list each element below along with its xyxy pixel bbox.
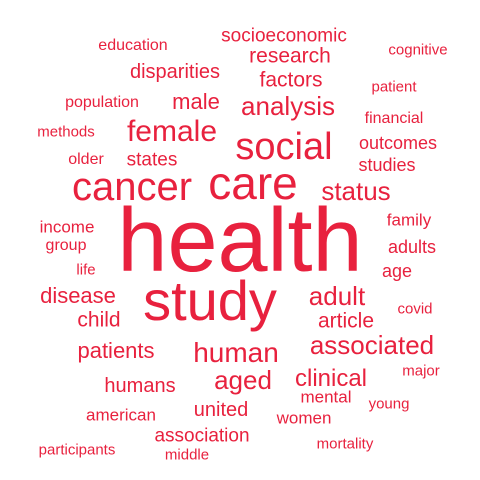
word-income: income (39, 217, 95, 237)
word-patients: patients (77, 338, 155, 363)
word-factors: factors (259, 68, 323, 92)
word-patient: patient (371, 78, 417, 96)
word-studies: studies (358, 155, 416, 175)
word-social: social (235, 126, 333, 168)
word-care: care (208, 157, 298, 209)
word-clinical: clinical (294, 365, 368, 392)
word-group: group (45, 237, 87, 254)
word-states: states (126, 149, 178, 171)
word-population: population (65, 94, 139, 111)
word-women: women (276, 408, 332, 428)
word-male: male (172, 89, 220, 114)
word-analysis: analysis (241, 91, 335, 121)
word-mortality: mortality (316, 435, 374, 453)
word-humans: humans (104, 375, 176, 397)
word-family: family (386, 210, 432, 230)
word-participants: participants (38, 441, 116, 459)
word-older: older (68, 151, 104, 168)
word-united: united (193, 399, 249, 421)
word-adult: adult (308, 281, 366, 311)
word-cancer: cancer (71, 165, 193, 209)
word-middle: middle (164, 446, 210, 464)
word-aged: aged (214, 365, 272, 395)
word-life: life (76, 261, 96, 279)
word-cognitive: cognitive (388, 41, 448, 59)
word-association: association (154, 425, 250, 447)
word-american: american (86, 405, 156, 425)
word-study: study (143, 269, 277, 332)
word-methods: methods (37, 123, 95, 141)
word-health: health (117, 191, 363, 291)
word-disparities: disparities (129, 61, 221, 83)
word-article: article (317, 309, 375, 333)
word-research: research (249, 44, 331, 68)
word-status: status (321, 176, 391, 206)
word-human: human (193, 337, 279, 368)
word-young: young (368, 395, 410, 413)
word-financial: financial (364, 110, 424, 127)
word-child: child (77, 308, 121, 332)
word-outcomes: outcomes (358, 133, 438, 153)
word-education: education (98, 37, 168, 54)
word-disease: disease (40, 283, 116, 308)
word-major: major (402, 362, 440, 380)
word-associated: associated (309, 330, 435, 360)
word-age: age (381, 261, 413, 281)
word-female: female (126, 115, 218, 148)
word-socioeconomic: socioeconomic (221, 25, 347, 47)
word-covid: covid (397, 300, 433, 318)
word-adults: adults (387, 237, 437, 257)
word-mental: mental (300, 387, 352, 407)
